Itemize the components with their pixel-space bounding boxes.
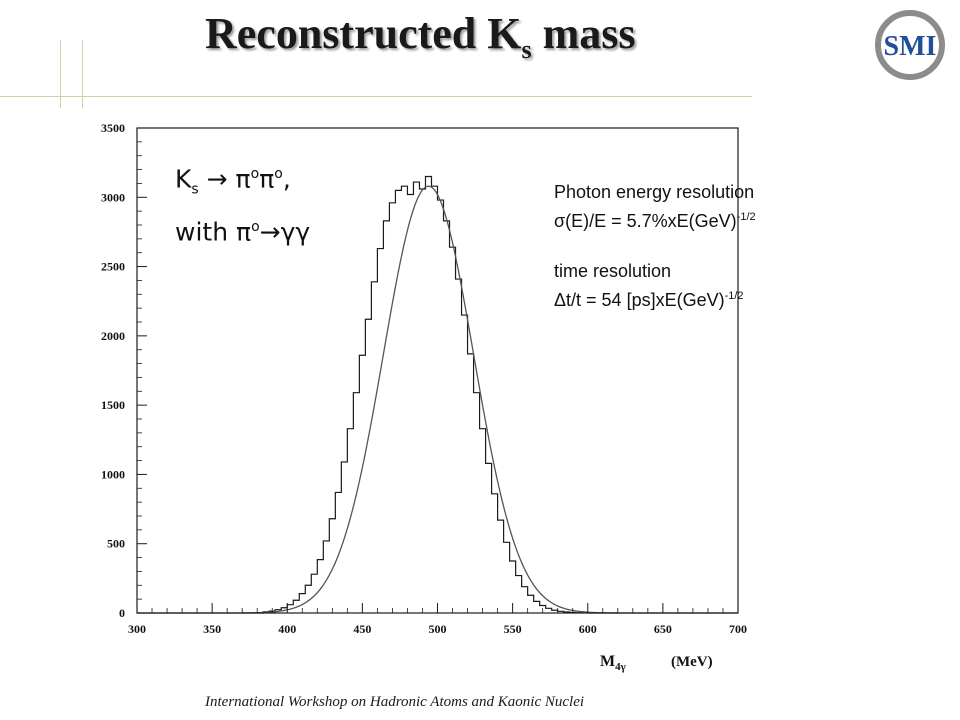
- x-tick-label: 550: [504, 622, 522, 636]
- histogram-bin: [534, 601, 540, 613]
- x-tick-label: 400: [278, 622, 296, 636]
- histogram-bin: [335, 492, 341, 613]
- energy-resolution-formula: σ(E)/E = 5.7%xE(GeV)-1/2: [554, 211, 756, 231]
- svg-text:SMI: SMI: [884, 31, 937, 62]
- histogram-bin: [504, 542, 510, 613]
- x-ticks: 300 350 400 450 500 550 600 650 700: [128, 603, 747, 636]
- time-resolution-formula: Δt/t = 54 [ps]xE(GeV)-1/2: [554, 290, 744, 310]
- y-tick-label: 1000: [101, 467, 125, 481]
- histogram-bars: [263, 177, 588, 614]
- histogram-bin: [407, 195, 413, 613]
- histogram-bin: [462, 315, 468, 613]
- histogram-bin: [419, 189, 425, 613]
- histogram-bin: [492, 494, 498, 613]
- decor-vertical-rule-right: [82, 40, 83, 108]
- histogram-bin: [371, 282, 377, 613]
- histogram-bin: [546, 608, 552, 613]
- histogram-bin: [383, 221, 389, 613]
- histogram-bin: [395, 190, 401, 613]
- x-axis-unit: (MeV): [671, 654, 713, 670]
- histogram-bin: [516, 576, 522, 613]
- histogram-bin: [365, 319, 371, 613]
- histogram-bin: [474, 393, 480, 613]
- histogram-bin: [528, 595, 534, 613]
- histogram-bin: [377, 249, 383, 613]
- y-tick-label: 0: [119, 606, 125, 620]
- histogram-bin: [444, 221, 450, 613]
- histogram-bin: [486, 463, 492, 613]
- histogram-bin: [359, 355, 365, 613]
- histogram-bin: [456, 279, 462, 613]
- histogram-outline: [137, 175, 738, 614]
- decay-line-2: with πo→γγ: [175, 217, 311, 247]
- smi-logo-icon: SMI: [875, 10, 945, 80]
- histogram-bin: [389, 203, 395, 613]
- decay-channel-label: Ks → πoπo, with πo→γγ: [175, 155, 310, 252]
- histogram-bin: [450, 247, 456, 613]
- x-tick-label: 700: [729, 622, 747, 636]
- histogram-bin: [425, 177, 431, 614]
- y-tick-label: 500: [107, 537, 125, 551]
- x-axis-label: M4γ: [600, 653, 626, 673]
- decor-horizontal-rule: [0, 96, 752, 97]
- y-tick-label: 3500: [101, 121, 125, 135]
- decay-line-1: Ks → πoπo,: [175, 164, 291, 198]
- gaussian-fit-curve: [242, 185, 618, 614]
- x-tick-label: 300: [128, 622, 146, 636]
- y-ticks: 0 500 1000 1500 2000 2500 3000 3500: [101, 121, 147, 620]
- histogram-bin: [347, 429, 353, 613]
- x-tick-label: 450: [353, 622, 371, 636]
- histogram-bin: [480, 429, 486, 613]
- x-tick-label: 500: [429, 622, 447, 636]
- histogram-bin: [522, 587, 528, 613]
- resolution-info: Photon energy resolution σ(E)/E = 5.7%xE…: [554, 180, 874, 313]
- x-tick-label: 600: [579, 622, 597, 636]
- slide-title: Reconstructed Ks mass: [205, 9, 636, 64]
- energy-resolution-title: Photon energy resolution: [554, 182, 755, 202]
- footer-workshop: International Workshop on Hadronic Atoms…: [205, 694, 585, 710]
- decor-vertical-rule-left: [60, 40, 61, 108]
- histogram-chart: 300 350 400 450 500 550 600 650 700 0 500 1000 1500…: [101, 121, 747, 673]
- histogram-bin: [413, 182, 419, 613]
- x-tick-label: 350: [203, 622, 221, 636]
- y-tick-label: 2500: [101, 260, 125, 274]
- x-tick-label: 650: [654, 622, 672, 636]
- histogram-bin: [431, 186, 437, 613]
- time-resolution-title: time resolution: [554, 261, 672, 281]
- y-tick-label: 3000: [101, 190, 125, 204]
- histogram-bin: [438, 200, 444, 613]
- y-minor-ticks: [137, 141, 142, 600]
- y-tick-label: 1500: [101, 398, 125, 412]
- x-minor-ticks: [151, 608, 724, 613]
- y-tick-label: 2000: [101, 329, 125, 343]
- histogram-bin: [498, 520, 504, 613]
- histogram-bin: [468, 354, 474, 613]
